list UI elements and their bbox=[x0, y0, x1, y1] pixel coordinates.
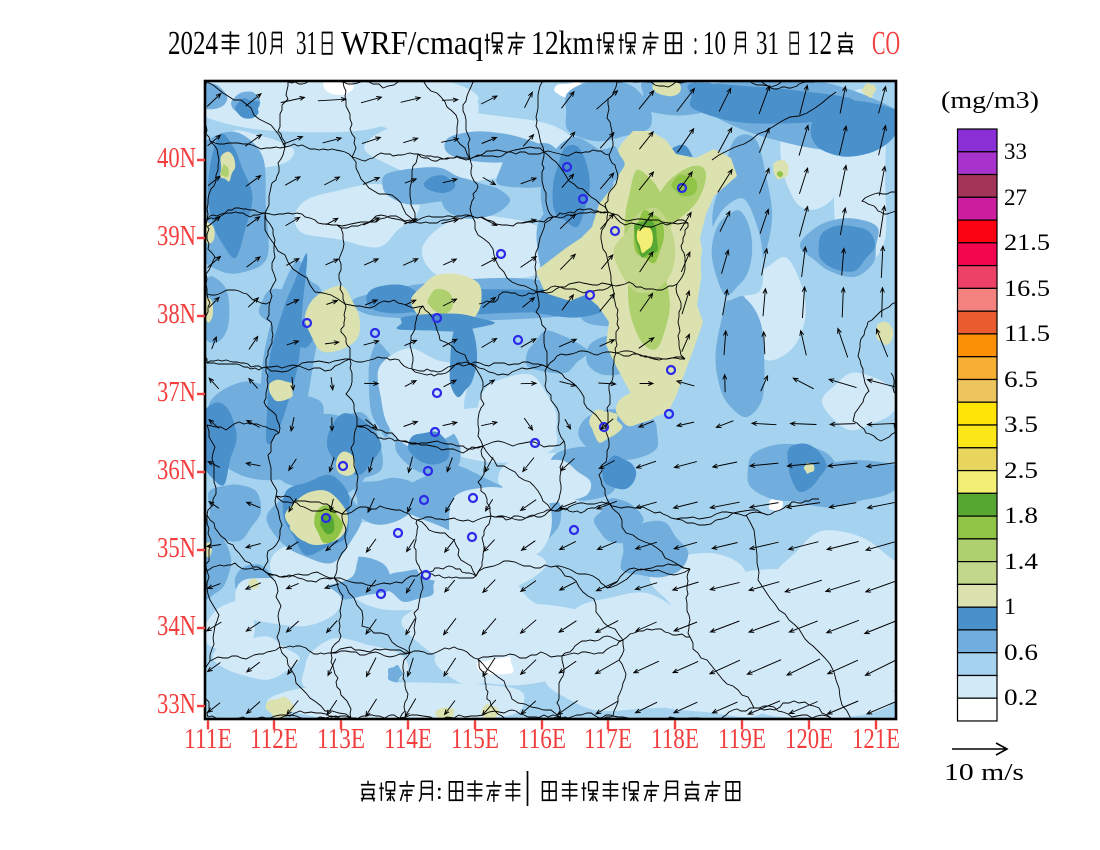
svg-text:16.5: 16.5 bbox=[1004, 276, 1050, 301]
svg-text:10: 10 bbox=[246, 25, 267, 62]
svg-text:33: 33 bbox=[1004, 139, 1027, 164]
svg-text:39N: 39N bbox=[157, 221, 196, 252]
svg-text:1.4: 1.4 bbox=[1004, 549, 1039, 574]
svg-text:2024: 2024 bbox=[168, 25, 218, 62]
svg-text::: : bbox=[436, 779, 443, 805]
svg-text:10 m/s: 10 m/s bbox=[944, 760, 1024, 786]
svg-text:3.5: 3.5 bbox=[1004, 412, 1038, 437]
svg-text:(mg/m3): (mg/m3) bbox=[941, 88, 1039, 114]
svg-text:36N: 36N bbox=[157, 455, 196, 486]
svg-text:21.5: 21.5 bbox=[1004, 230, 1050, 255]
svg-text:33N: 33N bbox=[157, 689, 196, 720]
svg-text:12: 12 bbox=[807, 25, 832, 62]
svg-text:1: 1 bbox=[1004, 594, 1016, 619]
svg-text:CO: CO bbox=[872, 25, 900, 62]
svg-text:2.5: 2.5 bbox=[1004, 458, 1038, 483]
svg-text::: : bbox=[693, 25, 698, 62]
svg-text:31: 31 bbox=[296, 25, 317, 62]
svg-text:11.5: 11.5 bbox=[1004, 321, 1050, 346]
svg-text:6.5: 6.5 bbox=[1004, 367, 1038, 392]
svg-text:1.8: 1.8 bbox=[1004, 503, 1038, 528]
svg-text:34N: 34N bbox=[157, 611, 196, 642]
svg-text:12km: 12km bbox=[531, 25, 594, 62]
svg-text:31: 31 bbox=[756, 25, 779, 62]
svg-text:38N: 38N bbox=[157, 299, 196, 330]
svg-text:27: 27 bbox=[1004, 185, 1027, 210]
svg-text:35N: 35N bbox=[157, 533, 196, 564]
svg-text:40N: 40N bbox=[157, 143, 196, 174]
svg-text:37N: 37N bbox=[157, 377, 196, 408]
svg-text:0.2: 0.2 bbox=[1004, 685, 1038, 710]
svg-text:0.6: 0.6 bbox=[1004, 640, 1038, 665]
svg-text:WRF/cmaq: WRF/cmaq bbox=[341, 25, 483, 62]
svg-text:10: 10 bbox=[703, 25, 726, 62]
